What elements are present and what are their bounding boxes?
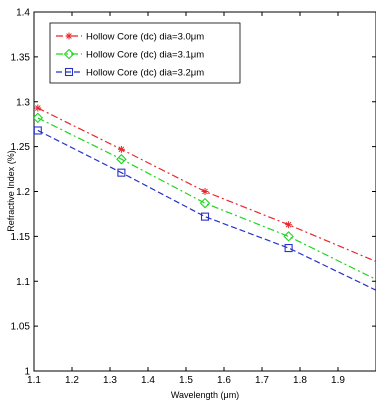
star-marker (34, 104, 42, 112)
diamond-marker (34, 112, 44, 124)
square-marker (284, 243, 293, 253)
legend-item: Hollow Core (dc) dia=3.0μm (56, 32, 204, 43)
x-tick-label: 1.4 (141, 375, 155, 386)
y-tick-label: 1.3 (16, 97, 30, 108)
y-tick-label: 1.35 (11, 52, 31, 63)
legend-item: Hollow Core (dc) dia=3.2μm (56, 68, 204, 79)
series-line (37, 117, 376, 280)
diamond-marker (116, 153, 127, 165)
square-marker (117, 168, 126, 177)
y-tick-label: 1.2 (16, 187, 30, 198)
legend-label: Hollow Core (dc) dia=3.1μm (86, 50, 204, 61)
square-marker (200, 212, 210, 221)
y-tick-label: 1.05 (11, 322, 31, 333)
star-marker (117, 145, 125, 153)
legend-box (49, 22, 241, 84)
x-tick-label: 1.7 (255, 375, 269, 386)
series-line (37, 129, 376, 291)
series-layer (34, 104, 376, 291)
star-marker (201, 188, 209, 195)
legend-label: Hollow Core (dc) dia=3.2μm (86, 68, 204, 79)
x-tick-label: 1.5 (179, 375, 193, 386)
y-tick-label: 1.1 (16, 277, 30, 288)
x-axis-label: Wavelength (μm) (171, 390, 239, 400)
x-tick-label: 1.2 (65, 375, 79, 386)
diamond-marker (63, 48, 75, 60)
series-3 (34, 126, 376, 291)
x-tick-label: 1.3 (103, 375, 117, 386)
y-tick-label: 1.15 (11, 232, 31, 243)
x-tick-label: 1.9 (331, 375, 345, 386)
x-axis-ticks: 1.1 1.2 1.3 1.4 1.5 1.6 1.7 1.8 1.9 (27, 12, 345, 386)
diamond-marker (199, 197, 211, 209)
x-tick-label: 1.6 (217, 375, 231, 386)
x-tick-label: 1.8 (293, 375, 307, 386)
y-axis-ticks: 1 1.05 1.1 1.15 1.2 1.25 1.3 1.35 1.4 (11, 8, 376, 378)
star-marker (285, 221, 293, 229)
star-marker (65, 32, 73, 40)
y-tick-label: 1 (24, 367, 30, 378)
x-tick-label: 1.1 (27, 375, 41, 386)
y-tick-label: 1.4 (16, 8, 30, 19)
series-1 (34, 104, 376, 263)
square-marker (64, 67, 74, 77)
legend: Hollow Core (dc) dia=3.0μm Hollow Core (d… (49, 22, 241, 84)
diamond-marker (283, 231, 294, 242)
y-tick-label: 1.25 (11, 142, 31, 153)
legend-label: Hollow Core (dc) dia=3.0μm (86, 32, 204, 43)
series-2 (34, 112, 376, 280)
square-marker (34, 126, 42, 135)
legend-item: Hollow Core (dc) dia=3.1μm (56, 48, 204, 61)
y-axis-label: Refractive Index (%) (6, 150, 16, 232)
